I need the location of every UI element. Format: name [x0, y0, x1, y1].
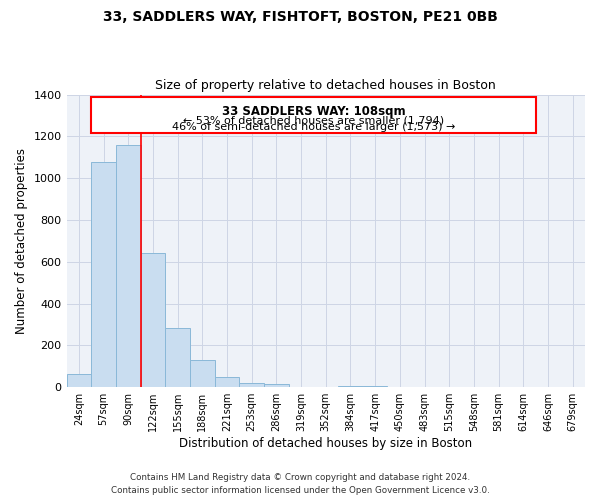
Text: ← 53% of detached houses are smaller (1,794): ← 53% of detached houses are smaller (1,… — [183, 116, 444, 126]
Text: Contains HM Land Registry data © Crown copyright and database right 2024.
Contai: Contains HM Land Registry data © Crown c… — [110, 474, 490, 495]
Bar — [239, 383, 264, 387]
Bar — [91, 162, 116, 387]
Y-axis label: Number of detached properties: Number of detached properties — [15, 148, 28, 334]
Bar — [190, 360, 215, 387]
X-axis label: Distribution of detached houses by size in Boston: Distribution of detached houses by size … — [179, 437, 472, 450]
Bar — [363, 386, 388, 387]
Bar — [264, 384, 289, 387]
Text: 46% of semi-detached houses are larger (1,573) →: 46% of semi-detached houses are larger (… — [172, 122, 455, 132]
Bar — [338, 386, 363, 387]
Text: 33, SADDLERS WAY, FISHTOFT, BOSTON, PE21 0BB: 33, SADDLERS WAY, FISHTOFT, BOSTON, PE21… — [103, 10, 497, 24]
Bar — [140, 254, 165, 387]
Bar — [215, 377, 239, 387]
Title: Size of property relative to detached houses in Boston: Size of property relative to detached ho… — [155, 79, 496, 92]
Text: 33 SADDLERS WAY: 108sqm: 33 SADDLERS WAY: 108sqm — [221, 106, 405, 118]
Bar — [67, 374, 91, 387]
Bar — [165, 328, 190, 387]
Bar — [116, 144, 140, 387]
Bar — [91, 96, 536, 132]
